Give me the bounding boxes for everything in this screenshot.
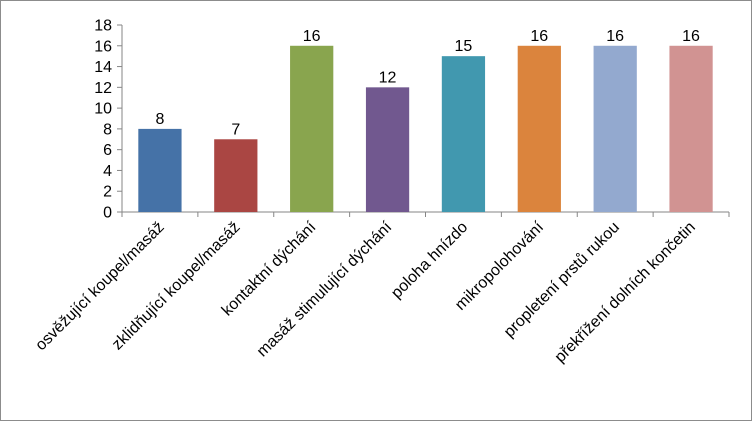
bar <box>214 139 258 212</box>
category-label: zklidňující koupel/masáž <box>109 219 244 354</box>
bars <box>138 45 713 213</box>
category-label: masáž stimulující dýchání <box>254 218 396 360</box>
y-tick-label: 0 <box>103 205 112 222</box>
y-tick-label: 6 <box>103 142 112 159</box>
bar <box>669 45 713 213</box>
data-label: 16 <box>303 28 321 45</box>
y-tick-label: 16 <box>94 38 112 55</box>
y-tick-label: 14 <box>94 59 112 76</box>
bar <box>517 45 561 213</box>
data-label: 15 <box>455 38 473 55</box>
bar <box>290 45 334 213</box>
category-label: osvěžující koupel/masáž <box>32 219 167 354</box>
y-tick-label: 4 <box>103 163 112 180</box>
bar <box>593 45 637 213</box>
category-label: překřížení dolních končetin <box>552 219 699 366</box>
data-labels: 8 7 16 12 15 16 16 16 <box>155 28 700 138</box>
y-tick-label: 8 <box>103 121 112 138</box>
bar <box>365 87 410 212</box>
bar <box>441 56 486 212</box>
y-tick-label: 10 <box>94 101 112 118</box>
data-label: 16 <box>606 28 624 45</box>
data-label: 16 <box>682 28 700 45</box>
category-label: poloha hnízdo <box>388 219 471 302</box>
data-label: 8 <box>155 111 164 128</box>
y-tick-label: 2 <box>103 184 112 201</box>
data-label: 16 <box>530 28 548 45</box>
data-label: 12 <box>379 69 397 86</box>
data-label: 7 <box>231 121 240 138</box>
y-tick-label: 12 <box>94 80 112 97</box>
bar <box>138 128 182 212</box>
y-tick-label: 18 <box>94 18 112 35</box>
